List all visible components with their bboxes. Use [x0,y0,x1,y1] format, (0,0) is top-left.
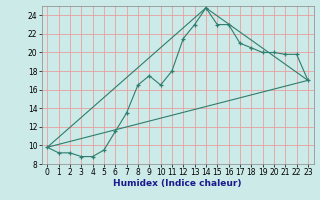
X-axis label: Humidex (Indice chaleur): Humidex (Indice chaleur) [113,179,242,188]
